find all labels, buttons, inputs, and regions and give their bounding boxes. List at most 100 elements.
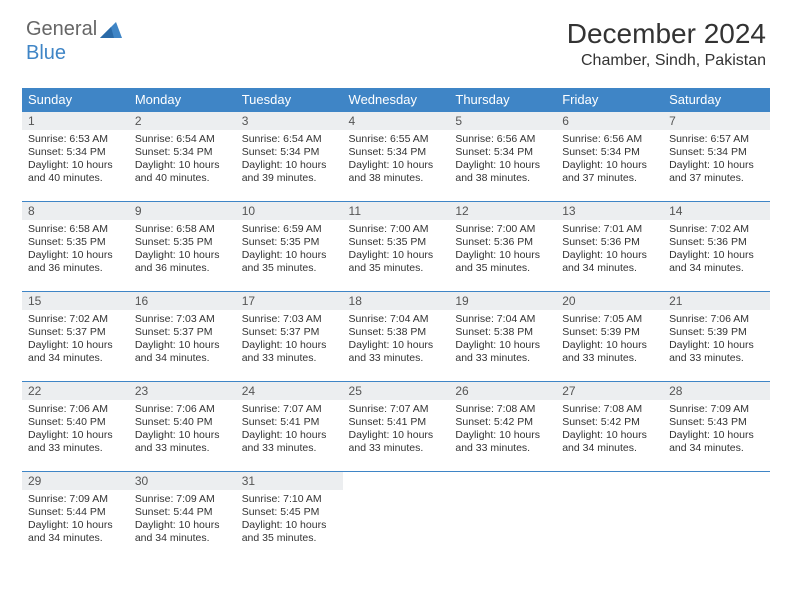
day-number: 30 — [129, 472, 236, 490]
day-detail: Sunrise: 6:59 AMSunset: 5:35 PMDaylight:… — [236, 220, 343, 280]
calendar-table: Sunday Monday Tuesday Wednesday Thursday… — [22, 88, 770, 562]
day-number: 17 — [236, 292, 343, 310]
calendar-cell: 3Sunrise: 6:54 AMSunset: 5:34 PMDaylight… — [236, 112, 343, 202]
calendar-cell: 1Sunrise: 6:53 AMSunset: 5:34 PMDaylight… — [22, 112, 129, 202]
day-number: 13 — [556, 202, 663, 220]
day-detail: Sunrise: 7:08 AMSunset: 5:42 PMDaylight:… — [556, 400, 663, 460]
day-detail: Sunrise: 6:54 AMSunset: 5:34 PMDaylight:… — [129, 130, 236, 190]
day-number: 9 — [129, 202, 236, 220]
day-detail: Sunrise: 7:04 AMSunset: 5:38 PMDaylight:… — [343, 310, 450, 370]
location-subtitle: Chamber, Sindh, Pakistan — [567, 52, 766, 70]
day-detail: Sunrise: 7:02 AMSunset: 5:36 PMDaylight:… — [663, 220, 770, 280]
day-detail: Sunrise: 7:09 AMSunset: 5:43 PMDaylight:… — [663, 400, 770, 460]
logo-sub: Blue — [26, 42, 66, 65]
day-number: 5 — [449, 112, 556, 130]
calendar-cell: 28Sunrise: 7:09 AMSunset: 5:43 PMDayligh… — [663, 382, 770, 472]
title-block: December 2024 Chamber, Sindh, Pakistan — [567, 18, 766, 70]
calendar-cell: 13Sunrise: 7:01 AMSunset: 5:36 PMDayligh… — [556, 202, 663, 292]
calendar-cell: 27Sunrise: 7:08 AMSunset: 5:42 PMDayligh… — [556, 382, 663, 472]
day-detail: Sunrise: 7:07 AMSunset: 5:41 PMDaylight:… — [236, 400, 343, 460]
day-detail: Sunrise: 7:06 AMSunset: 5:40 PMDaylight:… — [129, 400, 236, 460]
day-number: 29 — [22, 472, 129, 490]
day-number: 16 — [129, 292, 236, 310]
calendar-cell: 2Sunrise: 6:54 AMSunset: 5:34 PMDaylight… — [129, 112, 236, 202]
calendar-cell — [663, 472, 770, 562]
logo: General — [26, 18, 122, 41]
calendar-cell: 11Sunrise: 7:00 AMSunset: 5:35 PMDayligh… — [343, 202, 450, 292]
day-detail: Sunrise: 7:00 AMSunset: 5:35 PMDaylight:… — [343, 220, 450, 280]
day-number: 8 — [22, 202, 129, 220]
day-detail: Sunrise: 7:10 AMSunset: 5:45 PMDaylight:… — [236, 490, 343, 550]
calendar-row: 22Sunrise: 7:06 AMSunset: 5:40 PMDayligh… — [22, 382, 770, 472]
day-number: 20 — [556, 292, 663, 310]
day-detail: Sunrise: 6:54 AMSunset: 5:34 PMDaylight:… — [236, 130, 343, 190]
day-detail: Sunrise: 7:03 AMSunset: 5:37 PMDaylight:… — [129, 310, 236, 370]
day-detail: Sunrise: 6:53 AMSunset: 5:34 PMDaylight:… — [22, 130, 129, 190]
calendar-cell: 24Sunrise: 7:07 AMSunset: 5:41 PMDayligh… — [236, 382, 343, 472]
day-number: 1 — [22, 112, 129, 130]
day-number: 24 — [236, 382, 343, 400]
logo-triangle-icon — [100, 22, 122, 38]
day-number: 2 — [129, 112, 236, 130]
day-header: Monday — [129, 88, 236, 112]
calendar-cell: 14Sunrise: 7:02 AMSunset: 5:36 PMDayligh… — [663, 202, 770, 292]
calendar-cell: 16Sunrise: 7:03 AMSunset: 5:37 PMDayligh… — [129, 292, 236, 382]
day-detail: Sunrise: 7:09 AMSunset: 5:44 PMDaylight:… — [22, 490, 129, 550]
day-number: 15 — [22, 292, 129, 310]
day-header: Tuesday — [236, 88, 343, 112]
calendar-cell: 21Sunrise: 7:06 AMSunset: 5:39 PMDayligh… — [663, 292, 770, 382]
calendar-cell: 9Sunrise: 6:58 AMSunset: 5:35 PMDaylight… — [129, 202, 236, 292]
day-detail: Sunrise: 7:00 AMSunset: 5:36 PMDaylight:… — [449, 220, 556, 280]
day-detail: Sunrise: 7:07 AMSunset: 5:41 PMDaylight:… — [343, 400, 450, 460]
calendar-cell: 19Sunrise: 7:04 AMSunset: 5:38 PMDayligh… — [449, 292, 556, 382]
calendar-cell: 26Sunrise: 7:08 AMSunset: 5:42 PMDayligh… — [449, 382, 556, 472]
day-detail: Sunrise: 7:05 AMSunset: 5:39 PMDaylight:… — [556, 310, 663, 370]
day-number: 3 — [236, 112, 343, 130]
day-header: Wednesday — [343, 88, 450, 112]
day-detail: Sunrise: 7:02 AMSunset: 5:37 PMDaylight:… — [22, 310, 129, 370]
day-header: Sunday — [22, 88, 129, 112]
day-number: 31 — [236, 472, 343, 490]
day-header: Saturday — [663, 88, 770, 112]
calendar-cell — [343, 472, 450, 562]
calendar-cell: 4Sunrise: 6:55 AMSunset: 5:34 PMDaylight… — [343, 112, 450, 202]
calendar-row: 29Sunrise: 7:09 AMSunset: 5:44 PMDayligh… — [22, 472, 770, 562]
calendar-row: 15Sunrise: 7:02 AMSunset: 5:37 PMDayligh… — [22, 292, 770, 382]
calendar-row: 1Sunrise: 6:53 AMSunset: 5:34 PMDaylight… — [22, 112, 770, 202]
day-detail: Sunrise: 7:09 AMSunset: 5:44 PMDaylight:… — [129, 490, 236, 550]
calendar-cell: 7Sunrise: 6:57 AMSunset: 5:34 PMDaylight… — [663, 112, 770, 202]
day-detail: Sunrise: 6:55 AMSunset: 5:34 PMDaylight:… — [343, 130, 450, 190]
calendar-row: 8Sunrise: 6:58 AMSunset: 5:35 PMDaylight… — [22, 202, 770, 292]
page-title: December 2024 — [567, 18, 766, 50]
day-number: 14 — [663, 202, 770, 220]
day-number: 7 — [663, 112, 770, 130]
calendar-cell: 5Sunrise: 6:56 AMSunset: 5:34 PMDaylight… — [449, 112, 556, 202]
calendar-cell: 15Sunrise: 7:02 AMSunset: 5:37 PMDayligh… — [22, 292, 129, 382]
calendar-cell: 10Sunrise: 6:59 AMSunset: 5:35 PMDayligh… — [236, 202, 343, 292]
calendar-cell: 29Sunrise: 7:09 AMSunset: 5:44 PMDayligh… — [22, 472, 129, 562]
day-detail: Sunrise: 6:56 AMSunset: 5:34 PMDaylight:… — [449, 130, 556, 190]
calendar-cell: 30Sunrise: 7:09 AMSunset: 5:44 PMDayligh… — [129, 472, 236, 562]
calendar-cell: 25Sunrise: 7:07 AMSunset: 5:41 PMDayligh… — [343, 382, 450, 472]
calendar-cell: 20Sunrise: 7:05 AMSunset: 5:39 PMDayligh… — [556, 292, 663, 382]
day-header: Thursday — [449, 88, 556, 112]
calendar-cell: 6Sunrise: 6:56 AMSunset: 5:34 PMDaylight… — [556, 112, 663, 202]
header: General December 2024 Chamber, Sindh, Pa… — [0, 0, 792, 78]
day-header-row: Sunday Monday Tuesday Wednesday Thursday… — [22, 88, 770, 112]
day-detail: Sunrise: 6:58 AMSunset: 5:35 PMDaylight:… — [129, 220, 236, 280]
day-detail: Sunrise: 7:06 AMSunset: 5:40 PMDaylight:… — [22, 400, 129, 460]
day-number: 23 — [129, 382, 236, 400]
day-detail: Sunrise: 6:57 AMSunset: 5:34 PMDaylight:… — [663, 130, 770, 190]
day-detail: Sunrise: 6:58 AMSunset: 5:35 PMDaylight:… — [22, 220, 129, 280]
day-number: 19 — [449, 292, 556, 310]
day-header: Friday — [556, 88, 663, 112]
calendar-cell: 23Sunrise: 7:06 AMSunset: 5:40 PMDayligh… — [129, 382, 236, 472]
day-detail: Sunrise: 6:56 AMSunset: 5:34 PMDaylight:… — [556, 130, 663, 190]
day-detail: Sunrise: 7:06 AMSunset: 5:39 PMDaylight:… — [663, 310, 770, 370]
day-number: 26 — [449, 382, 556, 400]
day-number: 12 — [449, 202, 556, 220]
day-number: 22 — [22, 382, 129, 400]
calendar-cell — [556, 472, 663, 562]
day-number: 25 — [343, 382, 450, 400]
day-detail: Sunrise: 7:08 AMSunset: 5:42 PMDaylight:… — [449, 400, 556, 460]
